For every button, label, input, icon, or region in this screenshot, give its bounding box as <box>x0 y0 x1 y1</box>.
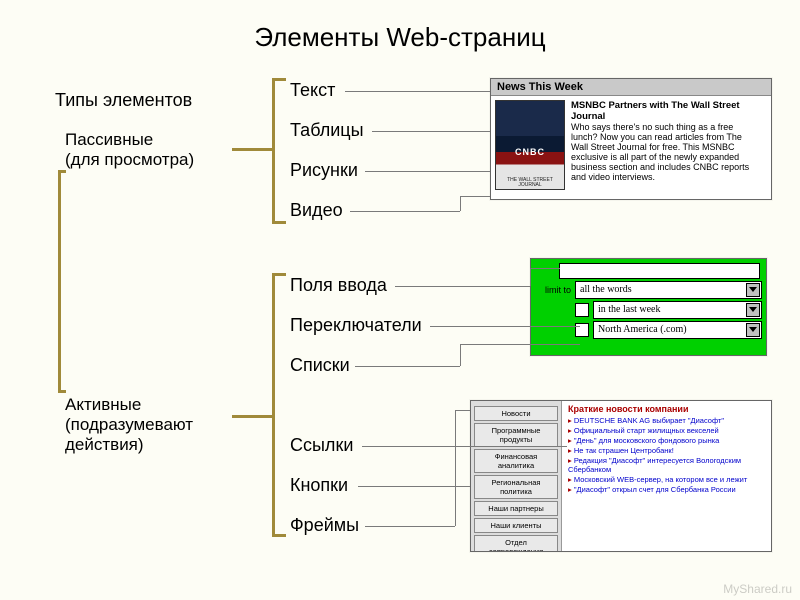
conn-list-h2 <box>460 344 580 345</box>
example-links-panel: Новости Программные продукты Финансовая … <box>470 400 772 552</box>
passive-line1: Пассивные <box>65 130 153 150</box>
checkbox-1[interactable] <box>575 303 589 317</box>
passive-item-3: Видео <box>290 200 343 222</box>
conn-input-h2 <box>530 268 560 269</box>
bracket-main-bot <box>58 390 66 393</box>
active-line1: Активные <box>65 395 141 415</box>
news-text: MSNBC Partners with The Wall Street Jour… <box>569 96 757 194</box>
conn-video-h <box>350 211 460 212</box>
links-title: Краткие новости компании <box>568 404 765 414</box>
conn-frames-h <box>365 526 455 527</box>
conn-buttons <box>358 486 470 487</box>
nav-button[interactable]: Региональная политика <box>474 475 558 499</box>
conn-text <box>345 91 490 92</box>
bracket-main-v <box>58 172 61 392</box>
types-heading: Типы элементов <box>55 90 192 112</box>
example-news-panel: News This Week THE WALL STREET JOURNAL M… <box>490 78 772 200</box>
bracket-active-b <box>272 534 286 537</box>
news-body-text: Who says there's no such thing as a free… <box>571 122 749 182</box>
conn-links <box>362 446 567 447</box>
conn-input-v <box>530 268 531 286</box>
bracket-passive-stem <box>232 148 272 151</box>
news-link[interactable]: DEUTSCHE BANK AG выбирает "Диасофт" <box>568 416 765 425</box>
conn-video-h2 <box>460 196 490 197</box>
news-link[interactable]: Не так страшен Центробанк! <box>568 446 765 455</box>
news-link[interactable]: Редакция "Диасофт" интересуется Вологодс… <box>568 456 765 474</box>
nav-button[interactable]: Наши партнеры <box>474 501 558 516</box>
active-item-3: Ссылки <box>290 435 353 457</box>
bracket-passive-v <box>272 78 275 224</box>
conn-video-v <box>460 196 461 211</box>
active-item-5: Фреймы <box>290 515 359 537</box>
news-link[interactable]: Московский WEB-сервер, на котором все и … <box>568 475 765 484</box>
select-words[interactable]: all the words <box>575 281 762 299</box>
select-region[interactable]: North America (.com) <box>593 321 762 339</box>
conn-input-h <box>395 286 530 287</box>
bracket-active-stem <box>232 415 272 418</box>
nav-button[interactable]: Новости <box>474 406 558 421</box>
news-image: THE WALL STREET JOURNAL <box>495 100 565 190</box>
passive-item-0: Текст <box>290 80 335 102</box>
nav-button[interactable]: Финансовая аналитика <box>474 449 558 473</box>
diagram-stage: Элементы Web-страниц Типы элементов Пасс… <box>0 0 800 600</box>
bracket-passive-t <box>272 78 286 81</box>
page-title: Элементы Web-страниц <box>0 22 800 53</box>
nav-button[interactable]: Программные продукты <box>474 423 558 447</box>
conn-list-h <box>355 366 460 367</box>
nav-button[interactable]: Отдел сопровождения <box>474 535 558 552</box>
conn-image <box>365 171 490 172</box>
example-search-panel: limit to all the words in the last week … <box>530 258 767 356</box>
conn-table <box>372 131 490 132</box>
active-line3: действия) <box>65 435 144 455</box>
limit-label: limit to <box>535 285 571 295</box>
bracket-passive-b <box>272 221 286 224</box>
news-link[interactable]: "День" для московского фондового рынка <box>568 436 765 445</box>
news-headline: MSNBC Partners with The Wall Street Jour… <box>571 100 740 122</box>
active-item-2: Списки <box>290 355 350 377</box>
link-list: Краткие новости компании DEUTSCHE BANK A… <box>562 401 771 552</box>
bracket-active-t <box>272 273 286 276</box>
conn-radio <box>430 326 580 327</box>
active-line2: (подразумевают <box>65 415 193 435</box>
nav-button[interactable]: Наши клиенты <box>474 518 558 533</box>
conn-frames-h2 <box>455 410 470 411</box>
news-link[interactable]: Официальный старт жилищных векселей <box>568 426 765 435</box>
news-image-caption: THE WALL STREET JOURNAL <box>496 178 564 189</box>
bracket-main-top <box>58 170 66 173</box>
passive-item-1: Таблицы <box>290 120 364 142</box>
passive-item-2: Рисунки <box>290 160 358 182</box>
active-item-4: Кнопки <box>290 475 348 497</box>
conn-list-v <box>460 344 461 366</box>
active-item-1: Переключатели <box>290 315 422 337</box>
watermark: MyShared.ru <box>723 582 792 596</box>
active-item-0: Поля ввода <box>290 275 387 297</box>
conn-frames-v <box>455 410 456 526</box>
news-header: News This Week <box>491 79 771 96</box>
bracket-active-v <box>272 273 275 537</box>
passive-line2: (для просмотра) <box>65 150 194 170</box>
news-link[interactable]: "Диасофт" открыл счет для Сбербанка Росс… <box>568 485 765 494</box>
search-input[interactable] <box>559 263 760 279</box>
select-time[interactable]: in the last week <box>593 301 762 319</box>
button-list: Новости Программные продукты Финансовая … <box>471 401 562 552</box>
